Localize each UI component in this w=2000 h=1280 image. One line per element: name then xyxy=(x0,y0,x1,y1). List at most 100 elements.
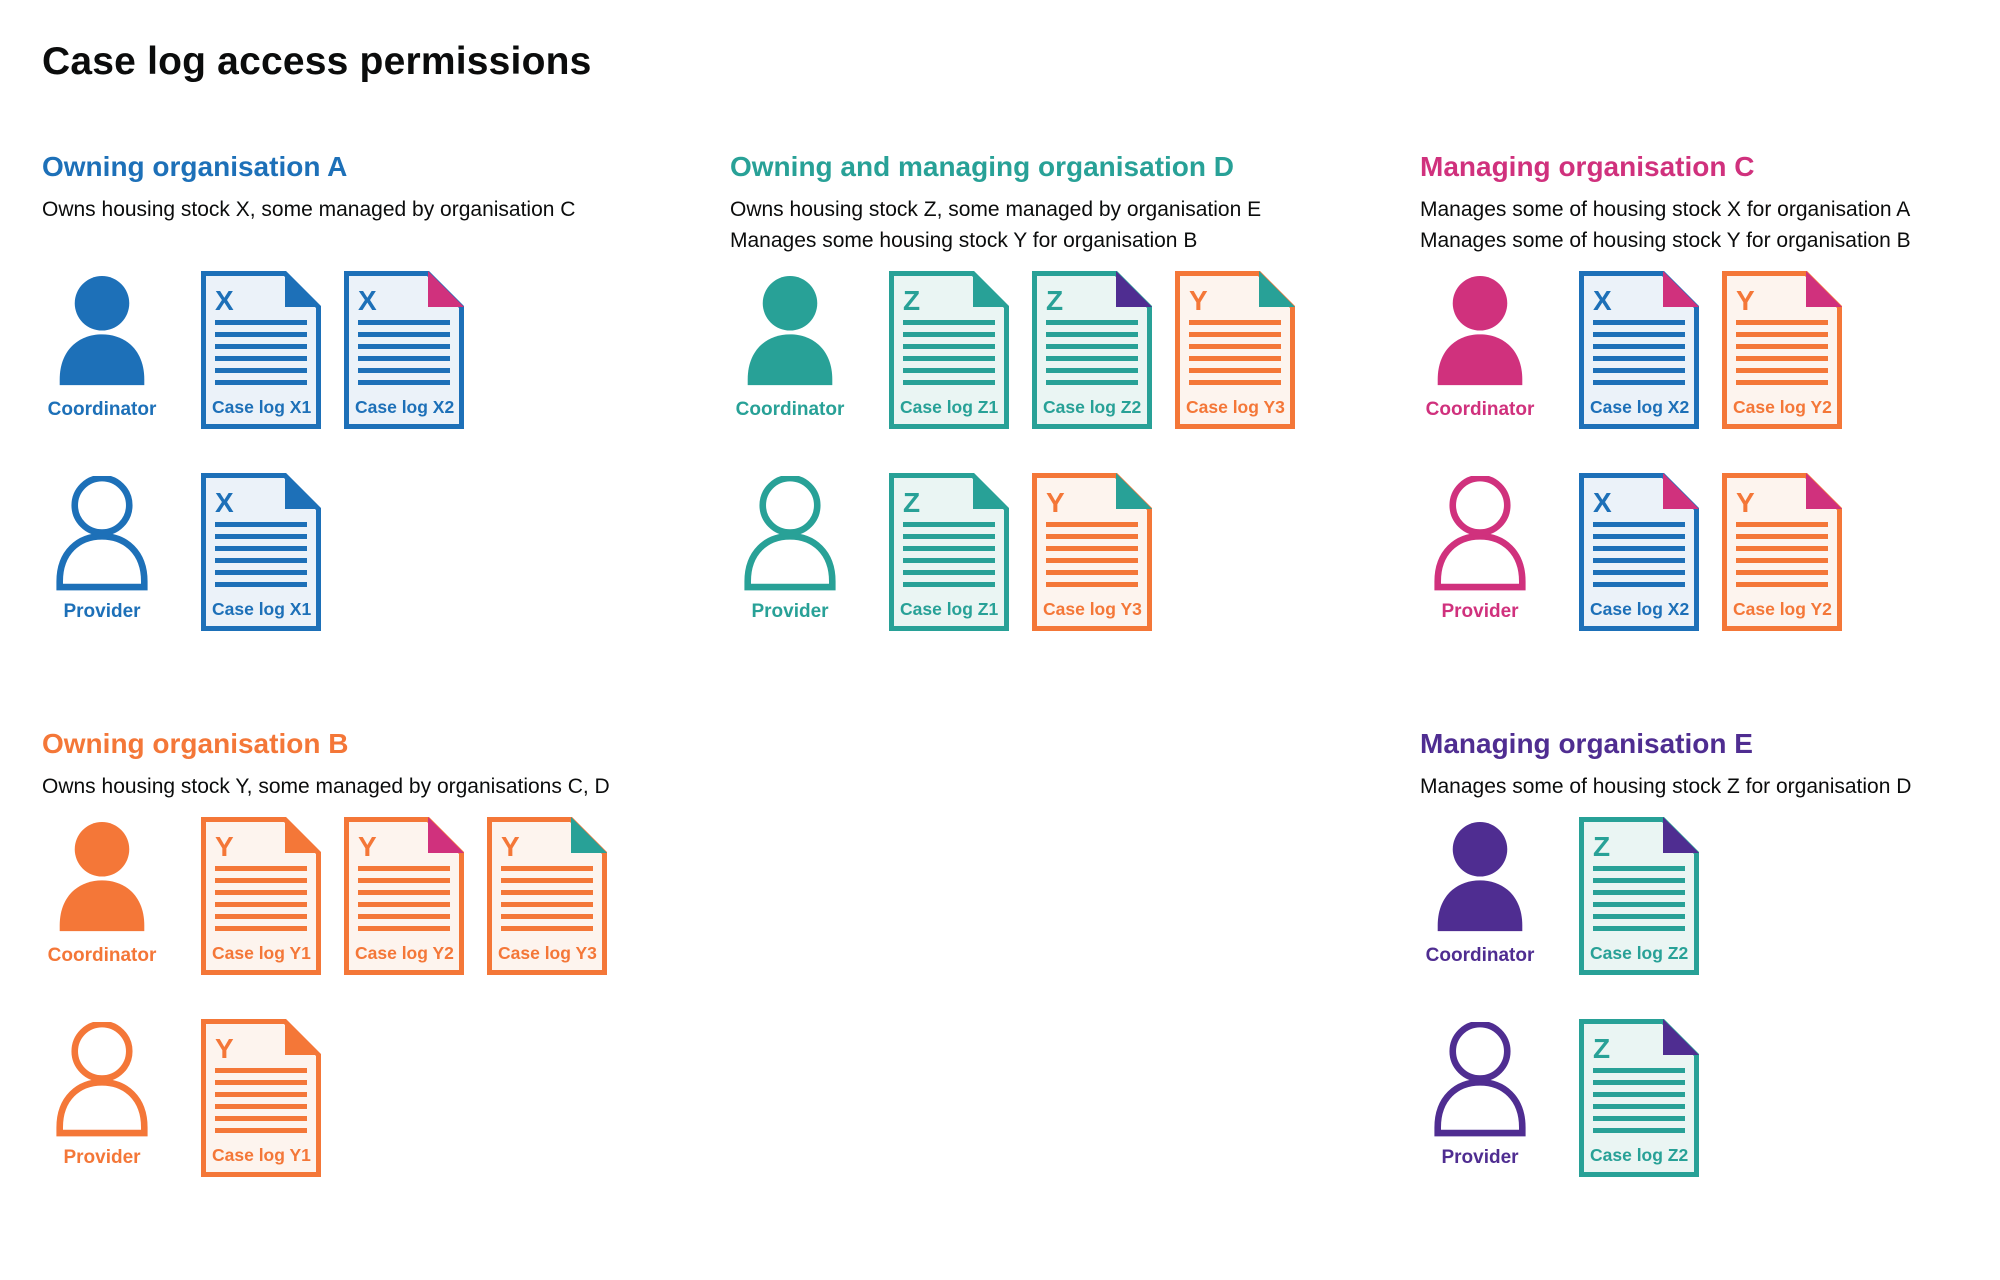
doc-fold-corner xyxy=(1116,271,1152,307)
doc-letter: Y xyxy=(1189,285,1208,316)
document-icon: X Case log X2 xyxy=(1579,473,1699,631)
doc-text-lines xyxy=(1593,1068,1685,1133)
doc-letter: X xyxy=(1593,487,1612,518)
person-body-shape xyxy=(747,334,833,386)
case-log-label: Case log Y1 xyxy=(212,943,311,963)
org-description: Manages some of housing stock Z for orga… xyxy=(1420,771,1958,802)
doc-text-lines xyxy=(1736,320,1828,385)
doc-text-lines xyxy=(358,866,450,931)
doc-letter: X xyxy=(215,487,234,518)
person-head-shape xyxy=(74,276,130,331)
role-row: Coordinator Z Case log Z1 xyxy=(730,270,1420,430)
person-icon xyxy=(744,476,836,591)
case-log-label: Case log Y2 xyxy=(355,943,454,963)
org-section: Managing organisation C Manages some of … xyxy=(1420,148,1958,725)
person-block: Provider xyxy=(42,472,162,623)
doc-page-shape xyxy=(1032,473,1152,631)
org-section: Owning organisation A Owns housing stock… xyxy=(42,148,730,725)
document-icon: Y Case log Y3 xyxy=(1032,473,1152,631)
case-log-label: Case log X2 xyxy=(1590,397,1689,417)
case-log-label: Case log X2 xyxy=(1590,599,1689,619)
org-description-line: Owns housing stock X, some managed by or… xyxy=(42,198,576,221)
doc-text-lines xyxy=(903,522,995,587)
person-head-shape xyxy=(71,476,133,536)
doc-fold-corner xyxy=(1663,1019,1699,1055)
doc-letter: Y xyxy=(501,831,520,862)
doc-letter: Y xyxy=(1046,487,1065,518)
case-log-document: X Case log X2 xyxy=(343,270,465,430)
case-log-documents: Y Case log Y1 xyxy=(200,1018,322,1178)
document-icon: X Case log X1 xyxy=(201,473,321,631)
doc-letter: X xyxy=(215,285,234,316)
doc-fold-corner xyxy=(1116,473,1152,509)
org-description-line: Owns housing stock Y, some managed by or… xyxy=(42,775,610,798)
doc-letter: X xyxy=(1593,285,1612,316)
doc-text-lines xyxy=(215,522,307,587)
doc-text-lines xyxy=(215,320,307,385)
doc-text-lines xyxy=(1593,320,1685,385)
role-label: Coordinator xyxy=(1425,399,1535,420)
role-rows: Coordinator X Case log X1 xyxy=(42,270,730,632)
case-log-document: Y Case log Y1 xyxy=(200,1018,322,1178)
document-icon: X Case log X2 xyxy=(1579,271,1699,429)
doc-page-shape xyxy=(889,473,1009,631)
doc-page-shape xyxy=(1722,473,1842,631)
person-body-shape xyxy=(744,533,836,591)
doc-fold-corner xyxy=(1806,473,1842,509)
doc-fold-corner xyxy=(428,817,464,853)
case-log-document: X Case log X1 xyxy=(200,472,322,632)
document-icon: Y Case log Y2 xyxy=(344,817,464,975)
document-icon: Y Case log Y2 xyxy=(1722,271,1842,429)
doc-page-shape xyxy=(487,817,607,975)
case-log-document: Y Case log Y2 xyxy=(1721,472,1843,632)
doc-fold-corner xyxy=(571,817,607,853)
case-log-label: Case log Z1 xyxy=(900,397,998,417)
person-block: Coordinator xyxy=(730,270,850,421)
doc-text-lines xyxy=(215,866,307,931)
case-log-documents: Z Case log Z1 Z Case log Z2 xyxy=(888,270,1296,430)
doc-page-shape xyxy=(201,817,321,975)
case-log-label: Case log X1 xyxy=(212,397,311,417)
doc-page-shape xyxy=(1579,271,1699,429)
role-label: Provider xyxy=(1441,601,1519,622)
org-heading: Owning and managing organisation D xyxy=(730,151,1235,182)
role-row: Provider Z Case log Z1 xyxy=(730,472,1420,632)
org-description: Manages some of housing stock X for orga… xyxy=(1420,194,1958,256)
doc-letter: Z xyxy=(1593,1033,1610,1064)
case-log-document: Z Case log Z1 xyxy=(888,472,1010,632)
role-row: Coordinator Y Case log Y1 xyxy=(42,816,730,976)
doc-letter: Y xyxy=(215,831,234,862)
doc-text-lines xyxy=(358,320,450,385)
role-label: Provider xyxy=(1441,1147,1519,1168)
document-icon: Y Case log Y2 xyxy=(1722,473,1842,631)
doc-text-lines xyxy=(1046,522,1138,587)
doc-fold-corner xyxy=(1663,473,1699,509)
doc-fold-corner xyxy=(1663,817,1699,853)
doc-page-shape xyxy=(1175,271,1295,429)
role-label: Coordinator xyxy=(47,399,157,420)
case-log-document: Y Case log Y2 xyxy=(343,816,465,976)
doc-page-shape xyxy=(201,473,321,631)
org-heading: Managing organisation C xyxy=(1420,151,1755,182)
case-log-document: Y Case log Y1 xyxy=(200,816,322,976)
doc-page-shape xyxy=(1579,1019,1699,1177)
person-body-shape xyxy=(1434,533,1526,591)
doc-fold-corner xyxy=(285,271,321,307)
doc-fold-corner xyxy=(285,473,321,509)
org-description: Owns housing stock X, some managed by or… xyxy=(42,194,730,225)
org-heading: Owning organisation B xyxy=(42,728,349,759)
doc-text-lines xyxy=(501,866,593,931)
role-label: Provider xyxy=(63,1147,141,1168)
person-body-shape xyxy=(59,880,145,932)
doc-letter: Z xyxy=(903,285,920,316)
person-block: Coordinator xyxy=(1420,270,1540,421)
role-row: Coordinator Z Case log Z2 xyxy=(1420,816,1958,976)
role-label: Provider xyxy=(751,601,829,622)
person-body-shape xyxy=(1434,1079,1526,1137)
doc-fold-corner xyxy=(973,473,1009,509)
doc-text-lines xyxy=(1189,320,1281,385)
case-log-label: Case log Y2 xyxy=(1733,397,1832,417)
doc-page-shape xyxy=(1579,473,1699,631)
org-description-line: Manages some housing stock Y for organis… xyxy=(730,229,1198,252)
case-log-label: Case log Z2 xyxy=(1590,1145,1688,1165)
